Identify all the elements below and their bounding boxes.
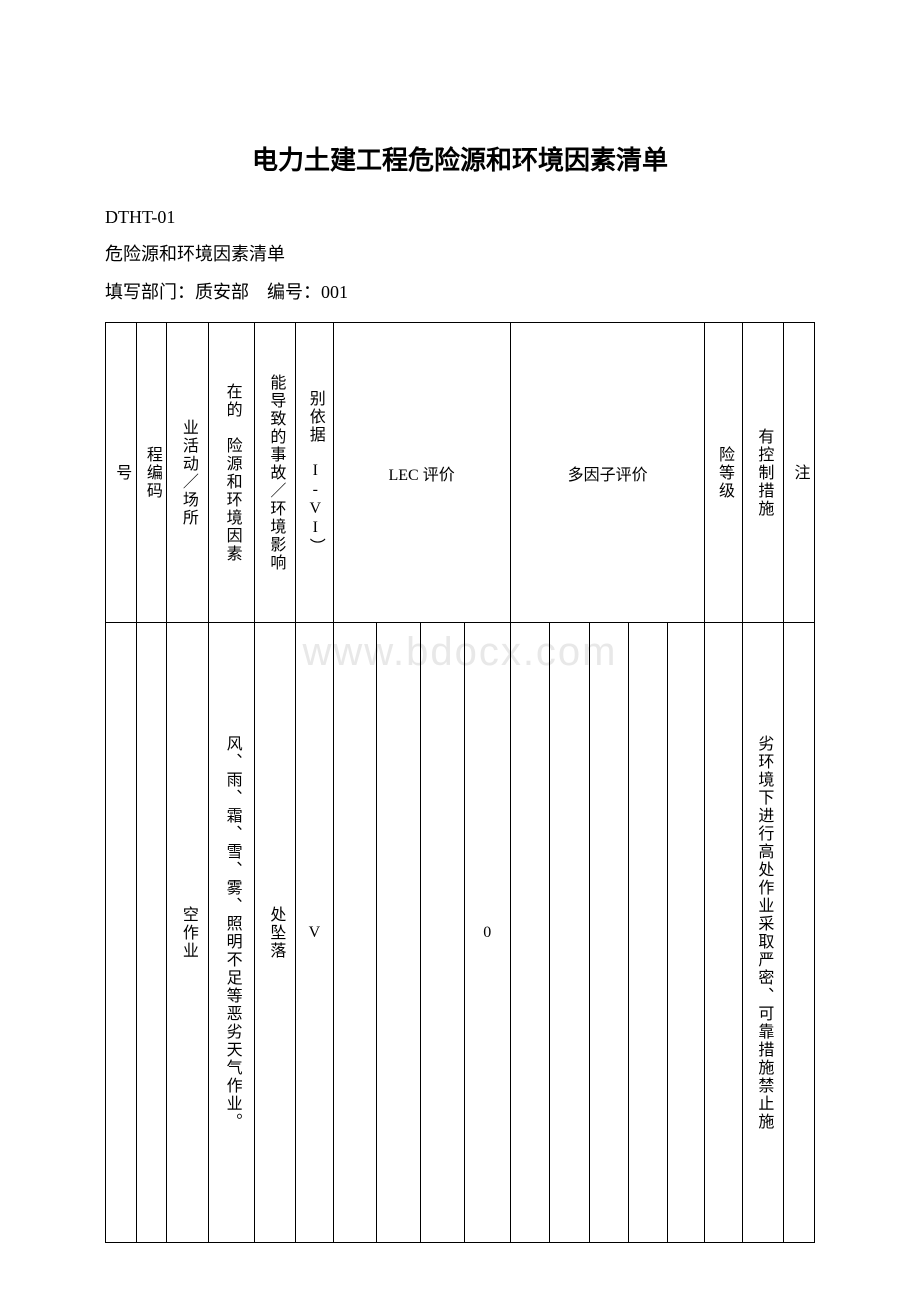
cell-note: [784, 623, 815, 1243]
col-header-basis: 别依据 I-VI）: [296, 323, 333, 623]
cell-code: [136, 623, 167, 1243]
cell-multi-2: [589, 623, 628, 1243]
col-header-lec: LEC 评价: [333, 323, 510, 623]
cell-lec-2: [421, 623, 465, 1243]
cell-hazard: 风、雨、霜、雪、雾、照明不足等恶劣天气作业。: [208, 623, 254, 1243]
col-header-code: 程编码: [136, 323, 167, 623]
cell-activity: 空作业: [167, 623, 209, 1243]
cell-measure: 劣环境下进行高处作业采取严密、可靠措施禁止施: [742, 623, 784, 1243]
doc-code: DTHT-01: [105, 207, 815, 228]
cell-lec-3: 0: [464, 623, 510, 1243]
col-header-activity: 业活动／场所: [167, 323, 209, 623]
cell-multi-1: [550, 623, 589, 1243]
col-header-note: 注: [784, 323, 815, 623]
cell-multi-0: [510, 623, 549, 1243]
cell-multi-3: [628, 623, 667, 1243]
col-header-risk: 险等级: [705, 323, 742, 623]
col-header-seq: 号: [106, 323, 137, 623]
cell-basis: V: [296, 623, 333, 1243]
cell-multi-4: [668, 623, 705, 1243]
cell-lec-0: [333, 623, 377, 1243]
doc-subtitle: 危险源和环境因素清单: [105, 240, 815, 266]
col-header-measure: 有控制措施: [742, 323, 784, 623]
page-title: 电力土建工程危险源和环境因素清单: [105, 140, 815, 177]
col-header-multi: 多因子评价: [510, 323, 705, 623]
cell-accident: 处坠落: [254, 623, 296, 1243]
doc-meta: 填写部门：质安部 编号：001: [105, 278, 815, 304]
cell-lec-1: [377, 623, 421, 1243]
col-header-accident: 能导致的事故／环境影响: [254, 323, 296, 623]
col-header-hazard: 在的 险源和环境因素: [208, 323, 254, 623]
cell-seq: [106, 623, 137, 1243]
hazard-table: 号 程编码 业活动／场所 在的 险源和环境因素 能导致的事故／环境影响 别依据 …: [105, 322, 815, 1243]
table-header-row: 号 程编码 业活动／场所 在的 险源和环境因素 能导致的事故／环境影响 别依据 …: [106, 323, 815, 623]
cell-risk: [705, 623, 742, 1243]
table-row: 空作业 风、雨、霜、雪、雾、照明不足等恶劣天气作业。 处坠落 V 0 劣环境下进…: [106, 623, 815, 1243]
